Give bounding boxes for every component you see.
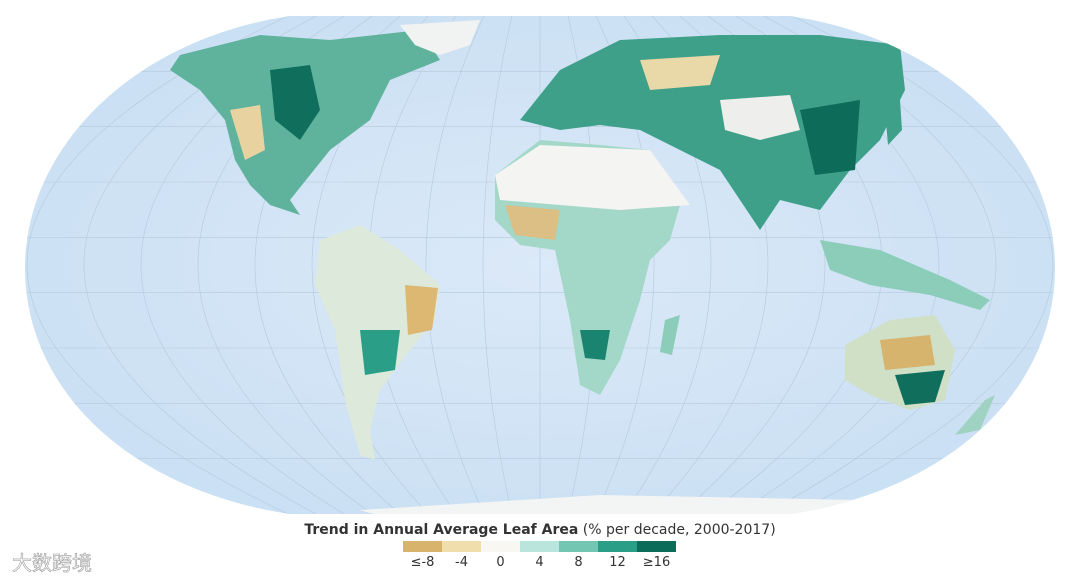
legend-label: -4 [455,555,468,570]
legend-label: ≤-8 [411,555,435,570]
legend-swatch [442,541,481,552]
watermark: 大数跨境 [12,551,92,575]
greenland [400,20,480,55]
legend-title-main: Trend in Annual Average Leaf Area [304,522,578,538]
legend-subtitle: (% per decade, 2000-2017) [583,522,776,538]
north-america-patch [230,105,265,160]
legend-swatch [559,541,598,552]
new-zealand [955,395,995,435]
legend-label: 8 [574,555,582,570]
legend-label: ≥16 [643,555,670,570]
legend-swatch [403,541,442,552]
legend: Trend in Annual Average Leaf Area (% per… [304,522,775,570]
africa-patch [505,205,560,240]
australia-patch [880,335,935,370]
south-america-patch [405,285,438,335]
legend-swatch [481,541,520,552]
meridian [26,16,289,514]
legend-label: 12 [609,555,626,570]
meridian [482,16,513,514]
southeast-asia [820,240,990,310]
legend-swatch [637,541,676,552]
legend-title: Trend in Annual Average Leaf Area (% per… [304,522,775,538]
japan [885,100,902,145]
sahara [495,145,690,210]
legend-label: 4 [535,555,543,570]
australia-patch [895,370,945,405]
legend-swatch [520,541,559,552]
eurasia-patch [800,100,860,175]
north-america-patch [270,65,320,140]
south-america-patch [360,330,400,375]
tibet [720,95,800,140]
eurasia [520,35,905,230]
legend-label: 0 [496,555,504,570]
meridian [425,16,485,514]
antarctica [360,495,860,514]
land [170,20,995,514]
africa-patch [580,330,610,360]
legend-swatch [598,541,637,552]
madagascar [660,315,680,355]
meridian [791,16,1054,514]
eurasia-patch [640,55,720,90]
